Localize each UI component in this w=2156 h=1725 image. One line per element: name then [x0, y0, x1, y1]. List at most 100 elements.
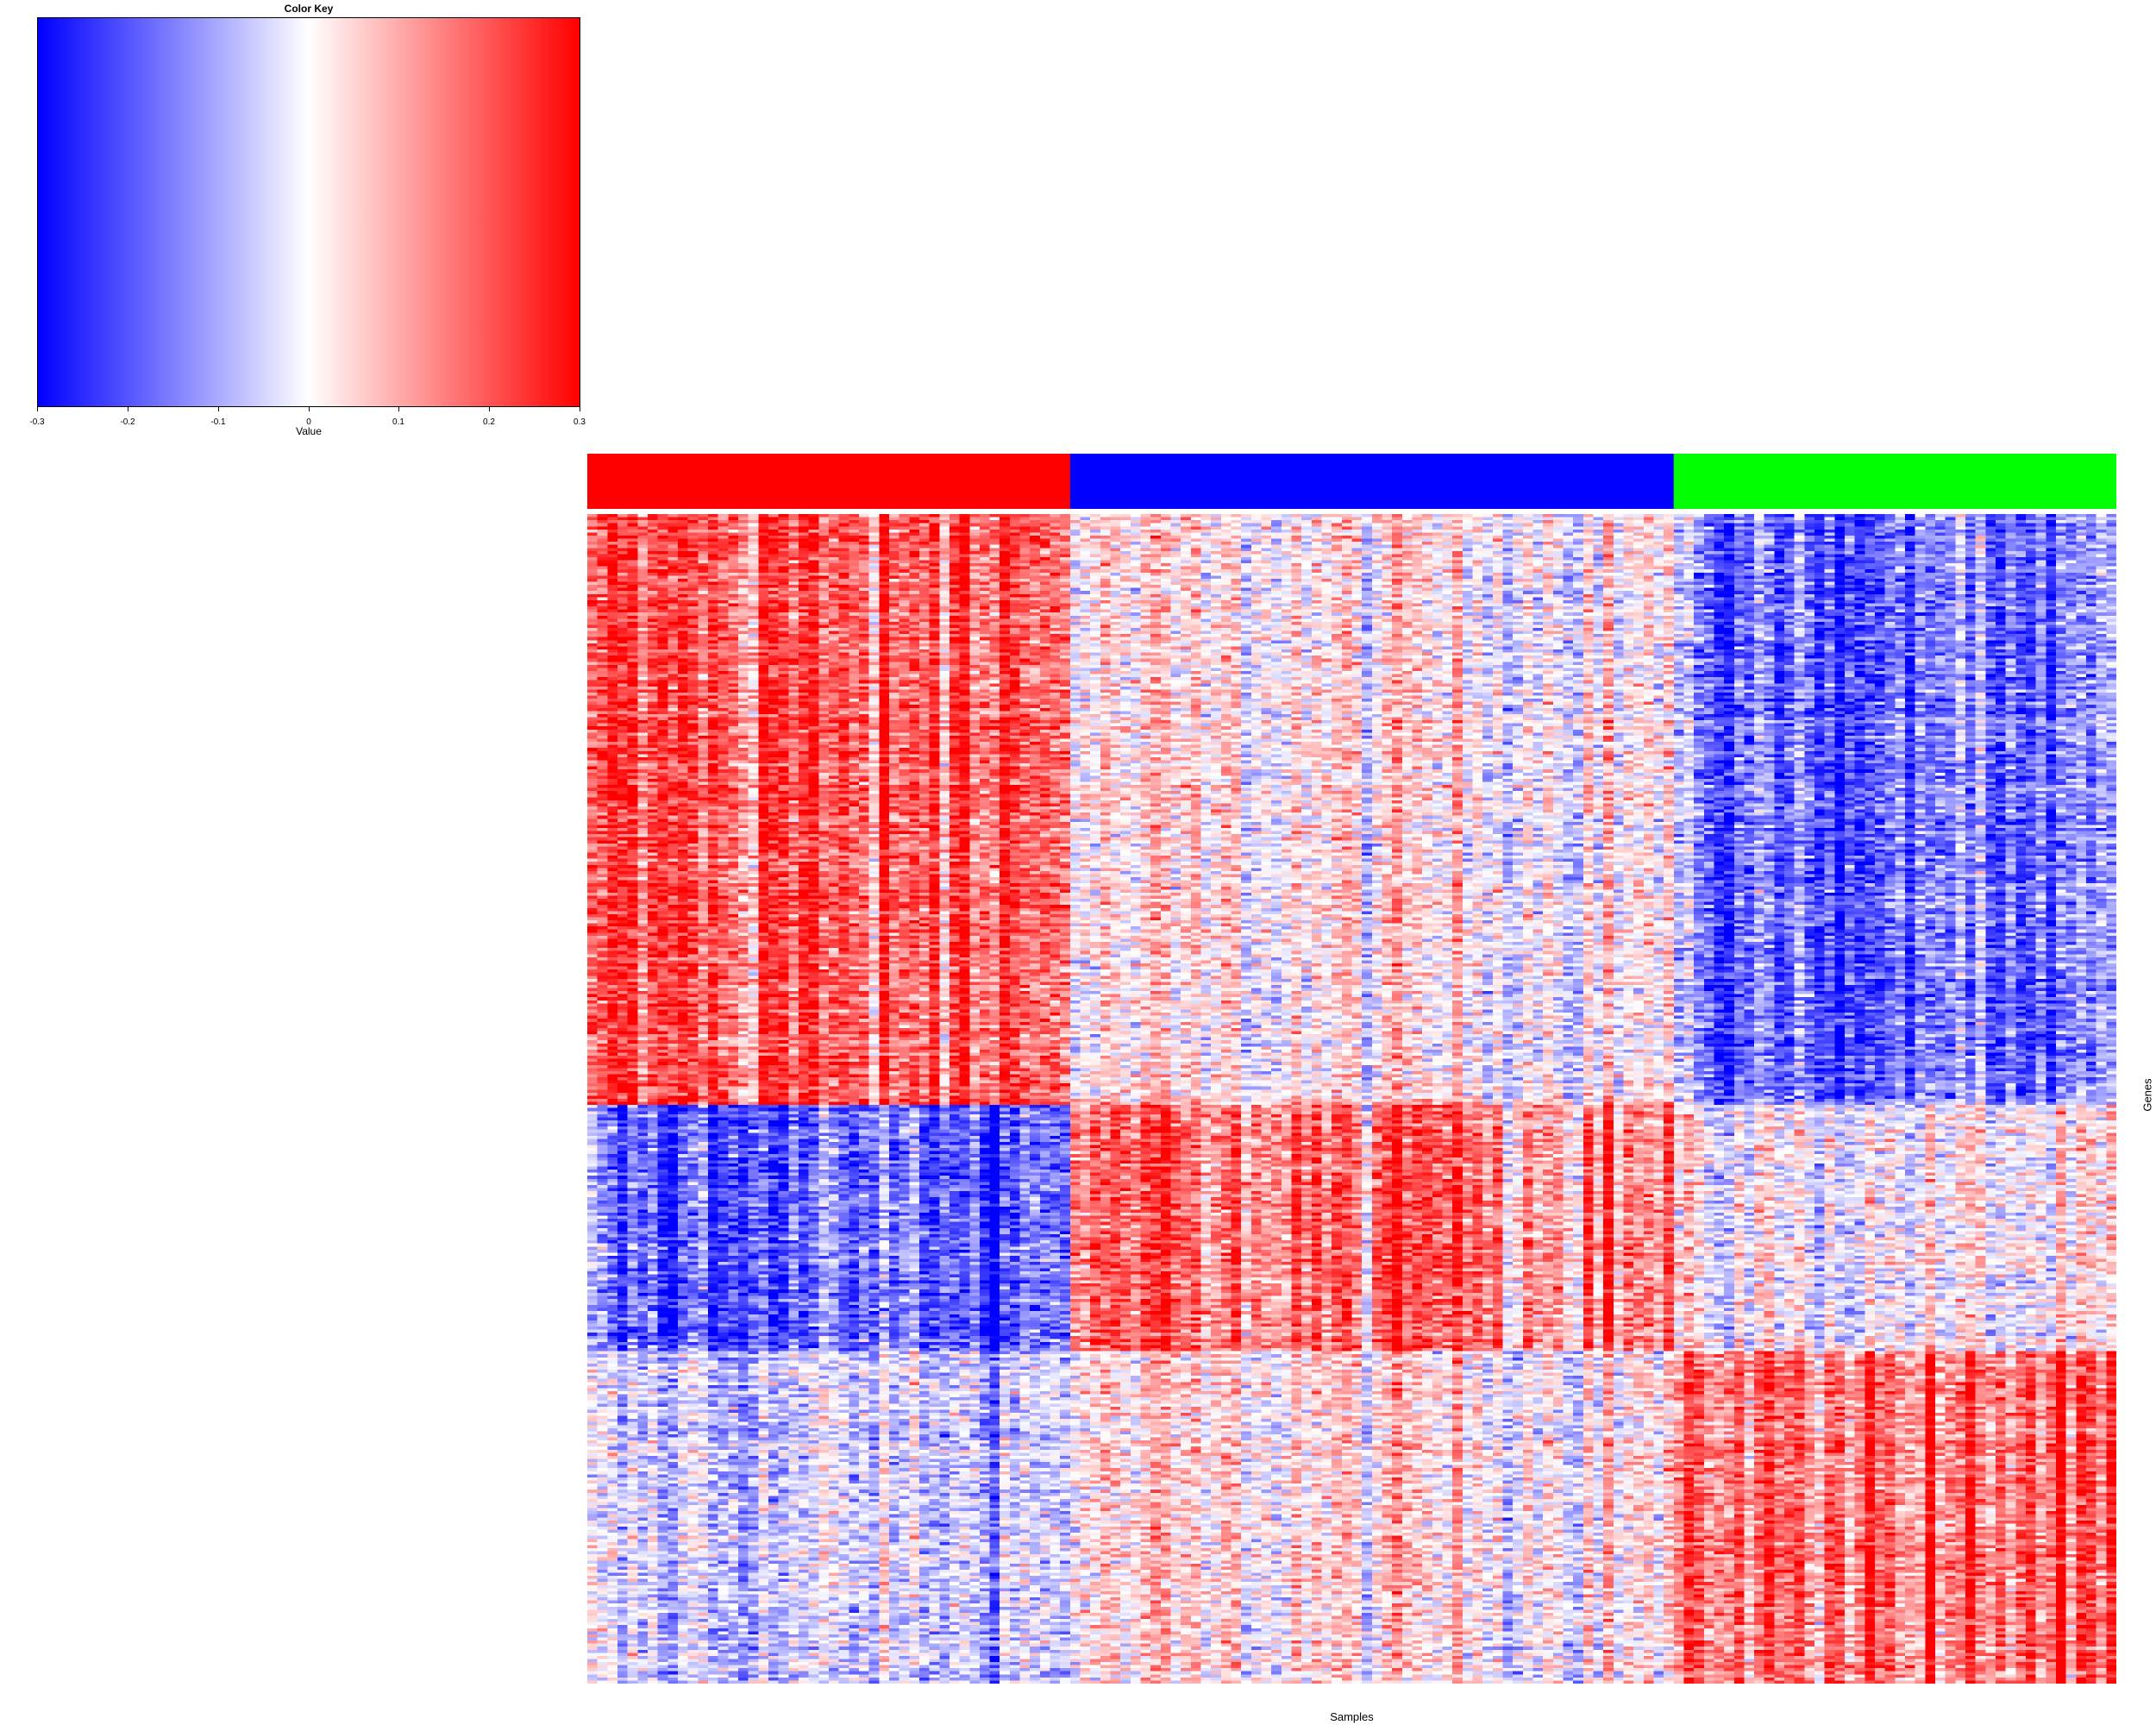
heatmap-cell — [1553, 561, 1564, 564]
heatmap-cell — [990, 548, 1000, 551]
heatmap-cell — [1282, 532, 1292, 536]
heatmap-cell — [809, 542, 819, 545]
heatmap-cell — [788, 554, 799, 557]
heatmap-cell — [1191, 518, 1201, 521]
heatmap-cell — [950, 567, 960, 570]
heatmap-cell — [1050, 569, 1061, 573]
heatmap-cell — [1523, 551, 1533, 555]
heatmap-cell — [960, 542, 970, 545]
heatmap-cell — [859, 524, 869, 527]
heatmap-cell — [1714, 557, 1724, 561]
heatmap-cell — [1060, 518, 1070, 521]
heatmap-cell — [1010, 524, 1020, 527]
heatmap-cell — [939, 545, 950, 549]
heatmap-cell — [859, 518, 869, 521]
heatmap-cell — [859, 557, 869, 561]
heatmap-cell — [1513, 536, 1523, 539]
heatmap-cell — [1734, 557, 1745, 561]
heatmap-cell — [899, 524, 910, 527]
heatmap-cell — [2026, 548, 2036, 551]
heatmap-cell — [1292, 542, 1302, 545]
heatmap-cell — [1553, 536, 1564, 539]
heatmap-cell — [1201, 567, 1212, 570]
heatmap-cell — [2106, 561, 2116, 564]
heatmap-cell — [1905, 536, 1915, 539]
heatmap-cell — [950, 518, 960, 521]
heatmap-cell — [1502, 524, 1513, 527]
heatmap-cell — [2086, 532, 2096, 536]
heatmap-cell — [1644, 536, 1654, 539]
heatmap-cell — [969, 536, 980, 539]
heatmap-cell — [1372, 563, 1382, 567]
heatmap-cell — [1131, 536, 1141, 539]
heatmap-cell — [1623, 520, 1633, 524]
heatmap-cell — [2066, 536, 2077, 539]
heatmap-cell — [950, 520, 960, 524]
heatmap-cell — [1081, 557, 1091, 561]
heatmap-cell — [899, 554, 910, 557]
heatmap-cell — [1171, 518, 1181, 521]
heatmap-cell — [869, 524, 880, 527]
heatmap-cell — [1714, 536, 1724, 539]
heatmap-cell — [1493, 530, 1503, 533]
heatmap-cell — [1241, 539, 1251, 543]
heatmap-cell — [1392, 557, 1402, 561]
heatmap-cell — [1292, 518, 1302, 521]
heatmap-cell — [658, 551, 668, 555]
heatmap-cell — [768, 563, 779, 567]
heatmap-cell — [1181, 545, 1191, 549]
heatmap-cell — [818, 514, 829, 518]
heatmap-cell — [1563, 536, 1573, 539]
heatmap-cell — [1603, 545, 1614, 549]
heatmap-cell — [1583, 561, 1594, 564]
heatmap-cell — [1010, 532, 1020, 536]
heatmap-cell — [1422, 563, 1432, 567]
heatmap-cell — [1262, 536, 1272, 539]
heatmap-cell — [1614, 569, 1624, 573]
heatmap-cell — [1583, 524, 1594, 527]
heatmap-cell — [1181, 518, 1191, 521]
heatmap-cell — [1312, 554, 1322, 557]
heatmap-cell — [1573, 532, 1583, 536]
heatmap-cell — [1070, 561, 1081, 564]
heatmap-cell — [919, 545, 930, 549]
heatmap-cell — [1965, 557, 1976, 561]
heatmap-cell — [1885, 567, 1896, 570]
heatmap-cell — [1241, 567, 1251, 570]
heatmap-cell — [1523, 561, 1533, 564]
heatmap-cell — [829, 530, 839, 533]
heatmap-cell — [2076, 567, 2086, 570]
heatmap-cell — [1382, 526, 1392, 530]
heatmap-cell — [1111, 567, 1121, 570]
heatmap-cell — [950, 539, 960, 543]
heatmap-cell — [1583, 539, 1594, 543]
heatmap-cell — [1150, 569, 1161, 573]
heatmap-cell — [749, 520, 759, 524]
heatmap-cell — [1915, 542, 1926, 545]
heatmap-cell — [818, 557, 829, 561]
heatmap-cell — [1795, 524, 1805, 527]
heatmap-cell — [1976, 551, 1986, 555]
heatmap-cell — [1674, 539, 1684, 543]
heatmap-cell — [1131, 530, 1141, 533]
heatmap-cell — [1131, 551, 1141, 555]
heatmap-cell — [1000, 557, 1010, 561]
heatmap-cell — [990, 524, 1000, 527]
heatmap-cell — [658, 557, 668, 561]
heatmap-cell — [617, 539, 628, 543]
heatmap-cell — [1372, 520, 1382, 524]
heatmap-cell — [990, 536, 1000, 539]
heatmap-cell — [1301, 539, 1312, 543]
heatmap-cell — [658, 520, 668, 524]
heatmap-cell — [1452, 567, 1463, 570]
heatmap-cell — [708, 526, 718, 530]
heatmap-cell — [1442, 563, 1452, 567]
heatmap-cell — [1191, 514, 1201, 518]
heatmap-cell — [1834, 542, 1845, 545]
heatmap-cell — [628, 514, 638, 518]
heatmap-cell — [1241, 561, 1251, 564]
heatmap-cell — [1532, 532, 1543, 536]
heatmap-cell — [768, 536, 779, 539]
heatmap-cell — [2015, 563, 2026, 567]
heatmap-cell — [1764, 569, 1775, 573]
